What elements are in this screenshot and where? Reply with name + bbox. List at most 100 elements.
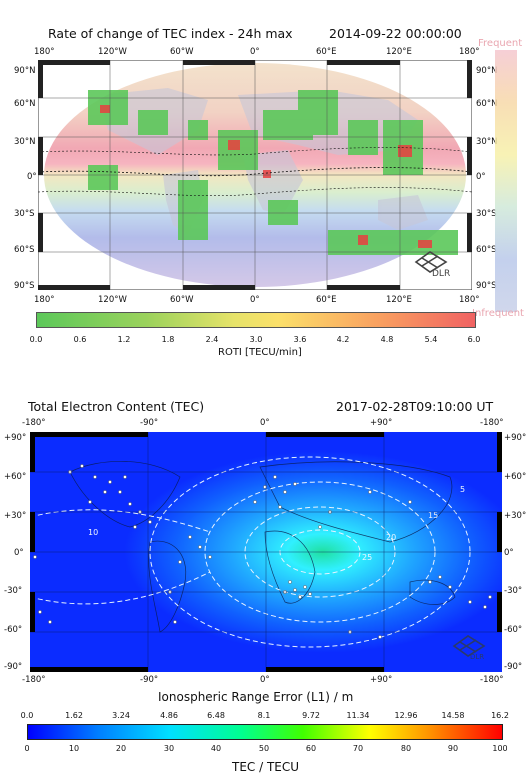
map2-lat-label: -90°: [4, 662, 23, 672]
map1-lon-label: 120°W: [98, 295, 127, 305]
map1-roti-blobs: [88, 90, 458, 255]
map2-lat-label: +60°: [4, 472, 27, 482]
map2-error-tick: 14.58: [441, 711, 465, 720]
map1-dip-band-south: [38, 187, 472, 197]
map2-contour-label: 10: [88, 528, 98, 537]
map2-error-tick: 1.62: [65, 711, 83, 720]
map1-lon-label: 0°: [250, 295, 260, 305]
map2-lon-label: -180°: [480, 418, 504, 428]
map2-lat-label: -60°: [504, 625, 523, 635]
map2-lon-label: +90°: [370, 418, 393, 428]
map2-lat-label: -30°: [504, 586, 523, 596]
map2-tec-tick: 50: [258, 744, 270, 753]
map2-lon-label: -180°: [22, 418, 46, 428]
map2-contour-label: 25: [362, 553, 372, 562]
map2-lon-label: -180°: [22, 675, 46, 685]
map2-error-tick: 9.72: [302, 711, 320, 720]
map1-grid: [38, 60, 472, 290]
map2-error-tick: 6.48: [207, 711, 225, 720]
map1-lon-label: 120°E: [386, 295, 412, 305]
map2-station-dots: [33, 464, 492, 639]
dlr-logo-icon: [414, 251, 448, 273]
map1-dip-band-north: [38, 147, 472, 156]
map2-tec-scale-label: TEC / TECU: [232, 760, 300, 774]
map2-dlr-logo: DLR: [450, 632, 490, 662]
map1-timestamp: 2014-09-22 00:00:00: [329, 26, 462, 41]
map2-lat-label: 0°: [14, 548, 24, 558]
map1-title: Rate of change of TEC index - 24h max: [48, 26, 293, 41]
map1-dip-equator: [38, 167, 472, 177]
map2-tec-tick: 80: [400, 744, 412, 753]
map1-colorbar-tick: 1.8: [161, 335, 175, 344]
map1-lat-label: 30°S: [14, 209, 35, 219]
map2-error-tick: 8.1: [257, 711, 271, 720]
map2-timestamp: 2017-02-28T09:10:00 UT: [336, 399, 494, 414]
map1-lat-label: 30°N: [476, 137, 498, 147]
map2-tec-tick: 20: [115, 744, 127, 753]
map1-lat-label: 60°S: [14, 245, 35, 255]
map1-frequency-bottom-label: Infrequent: [472, 308, 524, 319]
map1-colorbar-tick: 0.0: [29, 335, 43, 344]
dlr-logo-icon: [452, 635, 486, 657]
map1-lat-label: 90°S: [14, 281, 35, 291]
map2-frame: 5 10 15 20 25: [30, 432, 502, 672]
map2-tec-tick: 90: [447, 744, 459, 753]
map2-lat-label: -30°: [4, 586, 23, 596]
map1-frequency-top-label: Frequent: [478, 38, 523, 49]
map1-lon-label: 180°: [34, 47, 55, 57]
map2-contour-labels: 5 10 15 20 25: [88, 485, 465, 562]
map1-lat-label: 60°S: [476, 245, 497, 255]
map2-lon-label: 0°: [260, 675, 270, 685]
map2-lon-label: 0°: [260, 418, 270, 428]
map2-lat-label: +30°: [504, 511, 527, 521]
map2-tec-colorbar: [27, 724, 503, 740]
map2-grid: [30, 432, 502, 672]
map1-lon-label: 60°E: [316, 295, 337, 305]
map1-lon-label: 180°: [34, 295, 55, 305]
map1-lat-label: 0°: [476, 172, 486, 182]
map2-error-tick: 16.2: [491, 711, 509, 720]
map2-tec-tick: 70: [352, 744, 364, 753]
map1-dlr-text: DLR: [432, 269, 451, 279]
map1-colorbar-tick: 2.4: [205, 335, 219, 344]
map1-lat-label: 60°N: [14, 99, 36, 109]
map1-lon-label: 180°: [459, 47, 480, 57]
map1-border-bars: [38, 60, 472, 290]
map2-contour-label: 5: [460, 485, 465, 494]
map1-colorbar-tick: 3.6: [293, 335, 307, 344]
map2-title: Total Electron Content (TEC): [28, 399, 205, 414]
map2-tec-tick: 40: [210, 744, 222, 753]
map1-colorbar: [36, 312, 476, 328]
map2-coastlines: [69, 460, 456, 633]
map1-colorbar-tick: 4.8: [380, 335, 394, 344]
map1-colorbar-tick: 5.4: [424, 335, 438, 344]
map2-error-tick: 12.96: [394, 711, 418, 720]
map2-error-scale-label: Ionospheric Range Error (L1) / m: [158, 690, 354, 704]
map1-frame: [38, 60, 472, 290]
map1-lat-label: 60°N: [476, 99, 498, 109]
map1-colorbar-tick: 0.6: [73, 335, 87, 344]
map1-lon-label: 180°: [459, 295, 480, 305]
map2-lon-label: +90°: [370, 675, 393, 685]
map1-lon-label: 0°: [250, 47, 260, 57]
map1-lon-label: 60°E: [316, 47, 337, 57]
map1-lat-label: 90°N: [14, 66, 36, 76]
map2-tec-tick: 0: [24, 744, 30, 753]
map2-lat-label: +90°: [504, 433, 527, 443]
map2-lon-label: -90°: [140, 418, 159, 428]
map2-lon-label: -90°: [140, 675, 159, 685]
map1-lat-label: 90°S: [476, 281, 497, 291]
map1-lon-label: 60°W: [170, 295, 194, 305]
map1-colorbar-tick: 3.0: [249, 335, 263, 344]
map2-contour-label: 15: [428, 511, 438, 520]
map2-error-tick: 3.24: [112, 711, 130, 720]
map2-lat-label: +90°: [4, 433, 27, 443]
map2-lat-label: -90°: [504, 662, 523, 672]
map1-lon-label: 60°W: [170, 47, 194, 57]
map2-lat-label: +60°: [504, 472, 527, 482]
map2-lat-label: -60°: [4, 625, 23, 635]
map2-tec-tick: 10: [68, 744, 80, 753]
map1-colorbar-tick: 4.2: [336, 335, 350, 344]
map1-lat-label: 30°S: [476, 209, 497, 219]
map1-lat-label: 0°: [27, 172, 37, 182]
